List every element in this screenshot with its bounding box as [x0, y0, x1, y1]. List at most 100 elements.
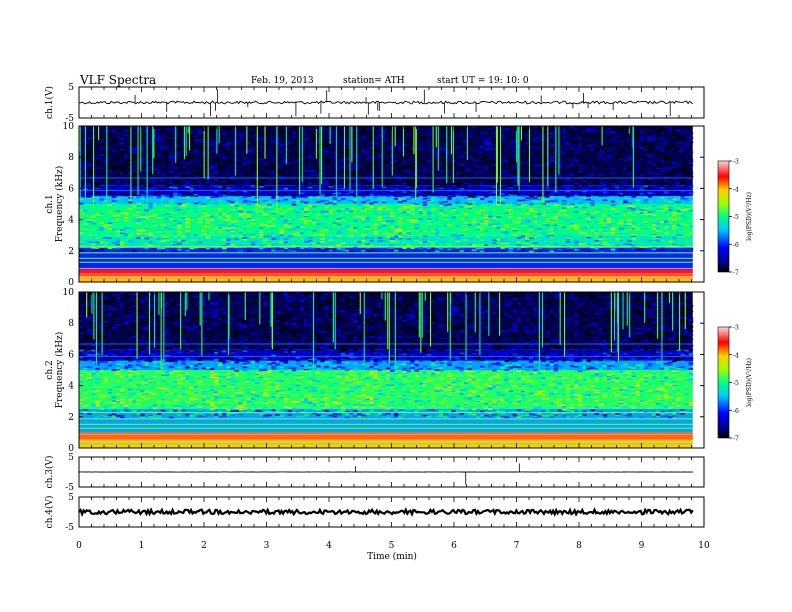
spectrogram-cell: [598, 250, 604, 253]
spectrogram-cell: [230, 132, 235, 134]
spectrogram-cell: [246, 182, 252, 184]
spectrogram-cell: [561, 245, 567, 247]
spectrogram-cell: [226, 142, 231, 145]
spectrogram-cell: [263, 209, 268, 212]
spectrogram-cell: [209, 219, 215, 221]
spectrogram-cell: [447, 211, 452, 214]
spectrogram-cell: [242, 161, 248, 164]
spectrogram-cell: [602, 188, 608, 190]
spectrogram-cell: [426, 166, 432, 168]
spectrogram-cell: [623, 221, 628, 224]
spectrogram-cell: [373, 232, 379, 235]
spectrogram-cell: [267, 222, 272, 224]
spectrogram-cell: [209, 126, 215, 128]
spectrogram-cell: [475, 223, 481, 226]
spectrogram-cell: [353, 143, 358, 145]
spectrogram-cell: [128, 187, 133, 190]
spectrogram-cell: [537, 162, 542, 165]
spectrogram-cell: [582, 187, 587, 190]
spectrogram-cell: [418, 235, 424, 238]
spectrogram-cell: [586, 179, 591, 182]
spectrogram-cell: [479, 167, 485, 170]
spectrogram-cell: [418, 246, 424, 249]
spectrogram-cell: [496, 225, 501, 227]
spectrogram-cell: [250, 168, 256, 171]
spectrogram-cell: [414, 203, 420, 206]
spectrogram-cell: [615, 238, 620, 241]
spectrogram-cell: [209, 173, 215, 175]
spectrogram-cell: [553, 217, 559, 220]
spectrogram-cell: [467, 151, 473, 153]
spectrogram-cell: [115, 228, 121, 230]
spectrogram-cell: [549, 234, 555, 237]
spectrogram-cell: [79, 150, 84, 153]
spectrogram-cell: [516, 222, 522, 225]
spectrogram-cell: [455, 185, 460, 187]
spectrogram-cell: [369, 156, 374, 159]
spectrogram-cell: [295, 182, 301, 185]
spectrogram-cell: [471, 244, 477, 247]
spectrogram-cell: [259, 230, 264, 233]
spectrogram-cell: [488, 223, 493, 225]
spectrogram-cell: [549, 248, 555, 251]
spectrogram-cell: [557, 165, 563, 168]
spectrogram-cell: [353, 240, 358, 242]
spectrogram-cell: [144, 231, 149, 234]
spectrogram-cell: [152, 172, 158, 174]
spectrogram-cell: [590, 166, 595, 169]
spectrogram-cell: [398, 141, 403, 144]
spectrogram-cell: [422, 136, 428, 138]
spectrogram-cell: [152, 184, 158, 187]
spectrogram-cell: [434, 153, 440, 156]
spectrogram-cell: [279, 162, 284, 165]
spectrogram-cell: [344, 148, 350, 150]
spectrogram-cell: [365, 131, 370, 134]
spectrogram-cell: [475, 247, 481, 250]
spectrogram-cell: [398, 230, 403, 232]
spectrogram-cell: [107, 135, 113, 138]
spectrogram-cell: [238, 181, 244, 183]
spectrogram-cell: [606, 197, 612, 200]
spectrogram-cell: [475, 131, 481, 134]
spectrogram-cell: [570, 236, 575, 239]
spectrogram-cell: [156, 129, 162, 131]
spectrogram-cell: [594, 167, 600, 170]
spectrogram-cell: [561, 138, 567, 140]
spectrogram-cell: [283, 190, 289, 192]
spectrogram-cell: [328, 201, 334, 204]
spectrogram-cell: [279, 194, 284, 197]
spectrogram-cell: [95, 186, 100, 188]
spectrogram-cell: [586, 217, 591, 220]
spectrogram-cell: [136, 217, 141, 219]
spectrogram-cell: [516, 201, 522, 204]
spectrogram-cell: [389, 212, 395, 215]
spectrogram-cell: [439, 160, 444, 162]
spectrogram-cell: [516, 242, 522, 245]
spectrogram-cell: [189, 143, 194, 146]
spectrogram-cell: [238, 242, 244, 244]
spectrogram-cell: [99, 198, 104, 200]
spectrogram-cell: [410, 196, 415, 199]
spectrogram-cell: [606, 221, 612, 224]
spectrogram-cell: [336, 215, 342, 217]
spectrogram-cell: [115, 247, 121, 249]
spectrogram-cell: [250, 243, 256, 246]
spectrogram-cell: [99, 157, 104, 159]
spectrogram-cell: [553, 240, 559, 242]
spectrogram-cell: [152, 215, 158, 217]
spectrogram-cell: [283, 166, 289, 169]
spectrogram-cell: [578, 165, 583, 167]
spectrogram-cell: [398, 167, 403, 170]
spectrogram-cell: [512, 216, 518, 219]
spectrogram-cell: [381, 232, 387, 234]
spectrogram-cell: [447, 243, 452, 245]
spectrogram-cell: [557, 242, 563, 244]
spectrogram-cell: [602, 194, 608, 197]
spectrogram-cell: [529, 229, 534, 231]
spectrogram-cell: [181, 140, 186, 142]
spectrogram-cell: [95, 219, 100, 222]
spectrogram-cell: [406, 152, 411, 155]
spectrogram-cell: [574, 206, 579, 209]
spectrogram-cell: [619, 228, 624, 230]
spectrogram-cell: [205, 247, 211, 250]
